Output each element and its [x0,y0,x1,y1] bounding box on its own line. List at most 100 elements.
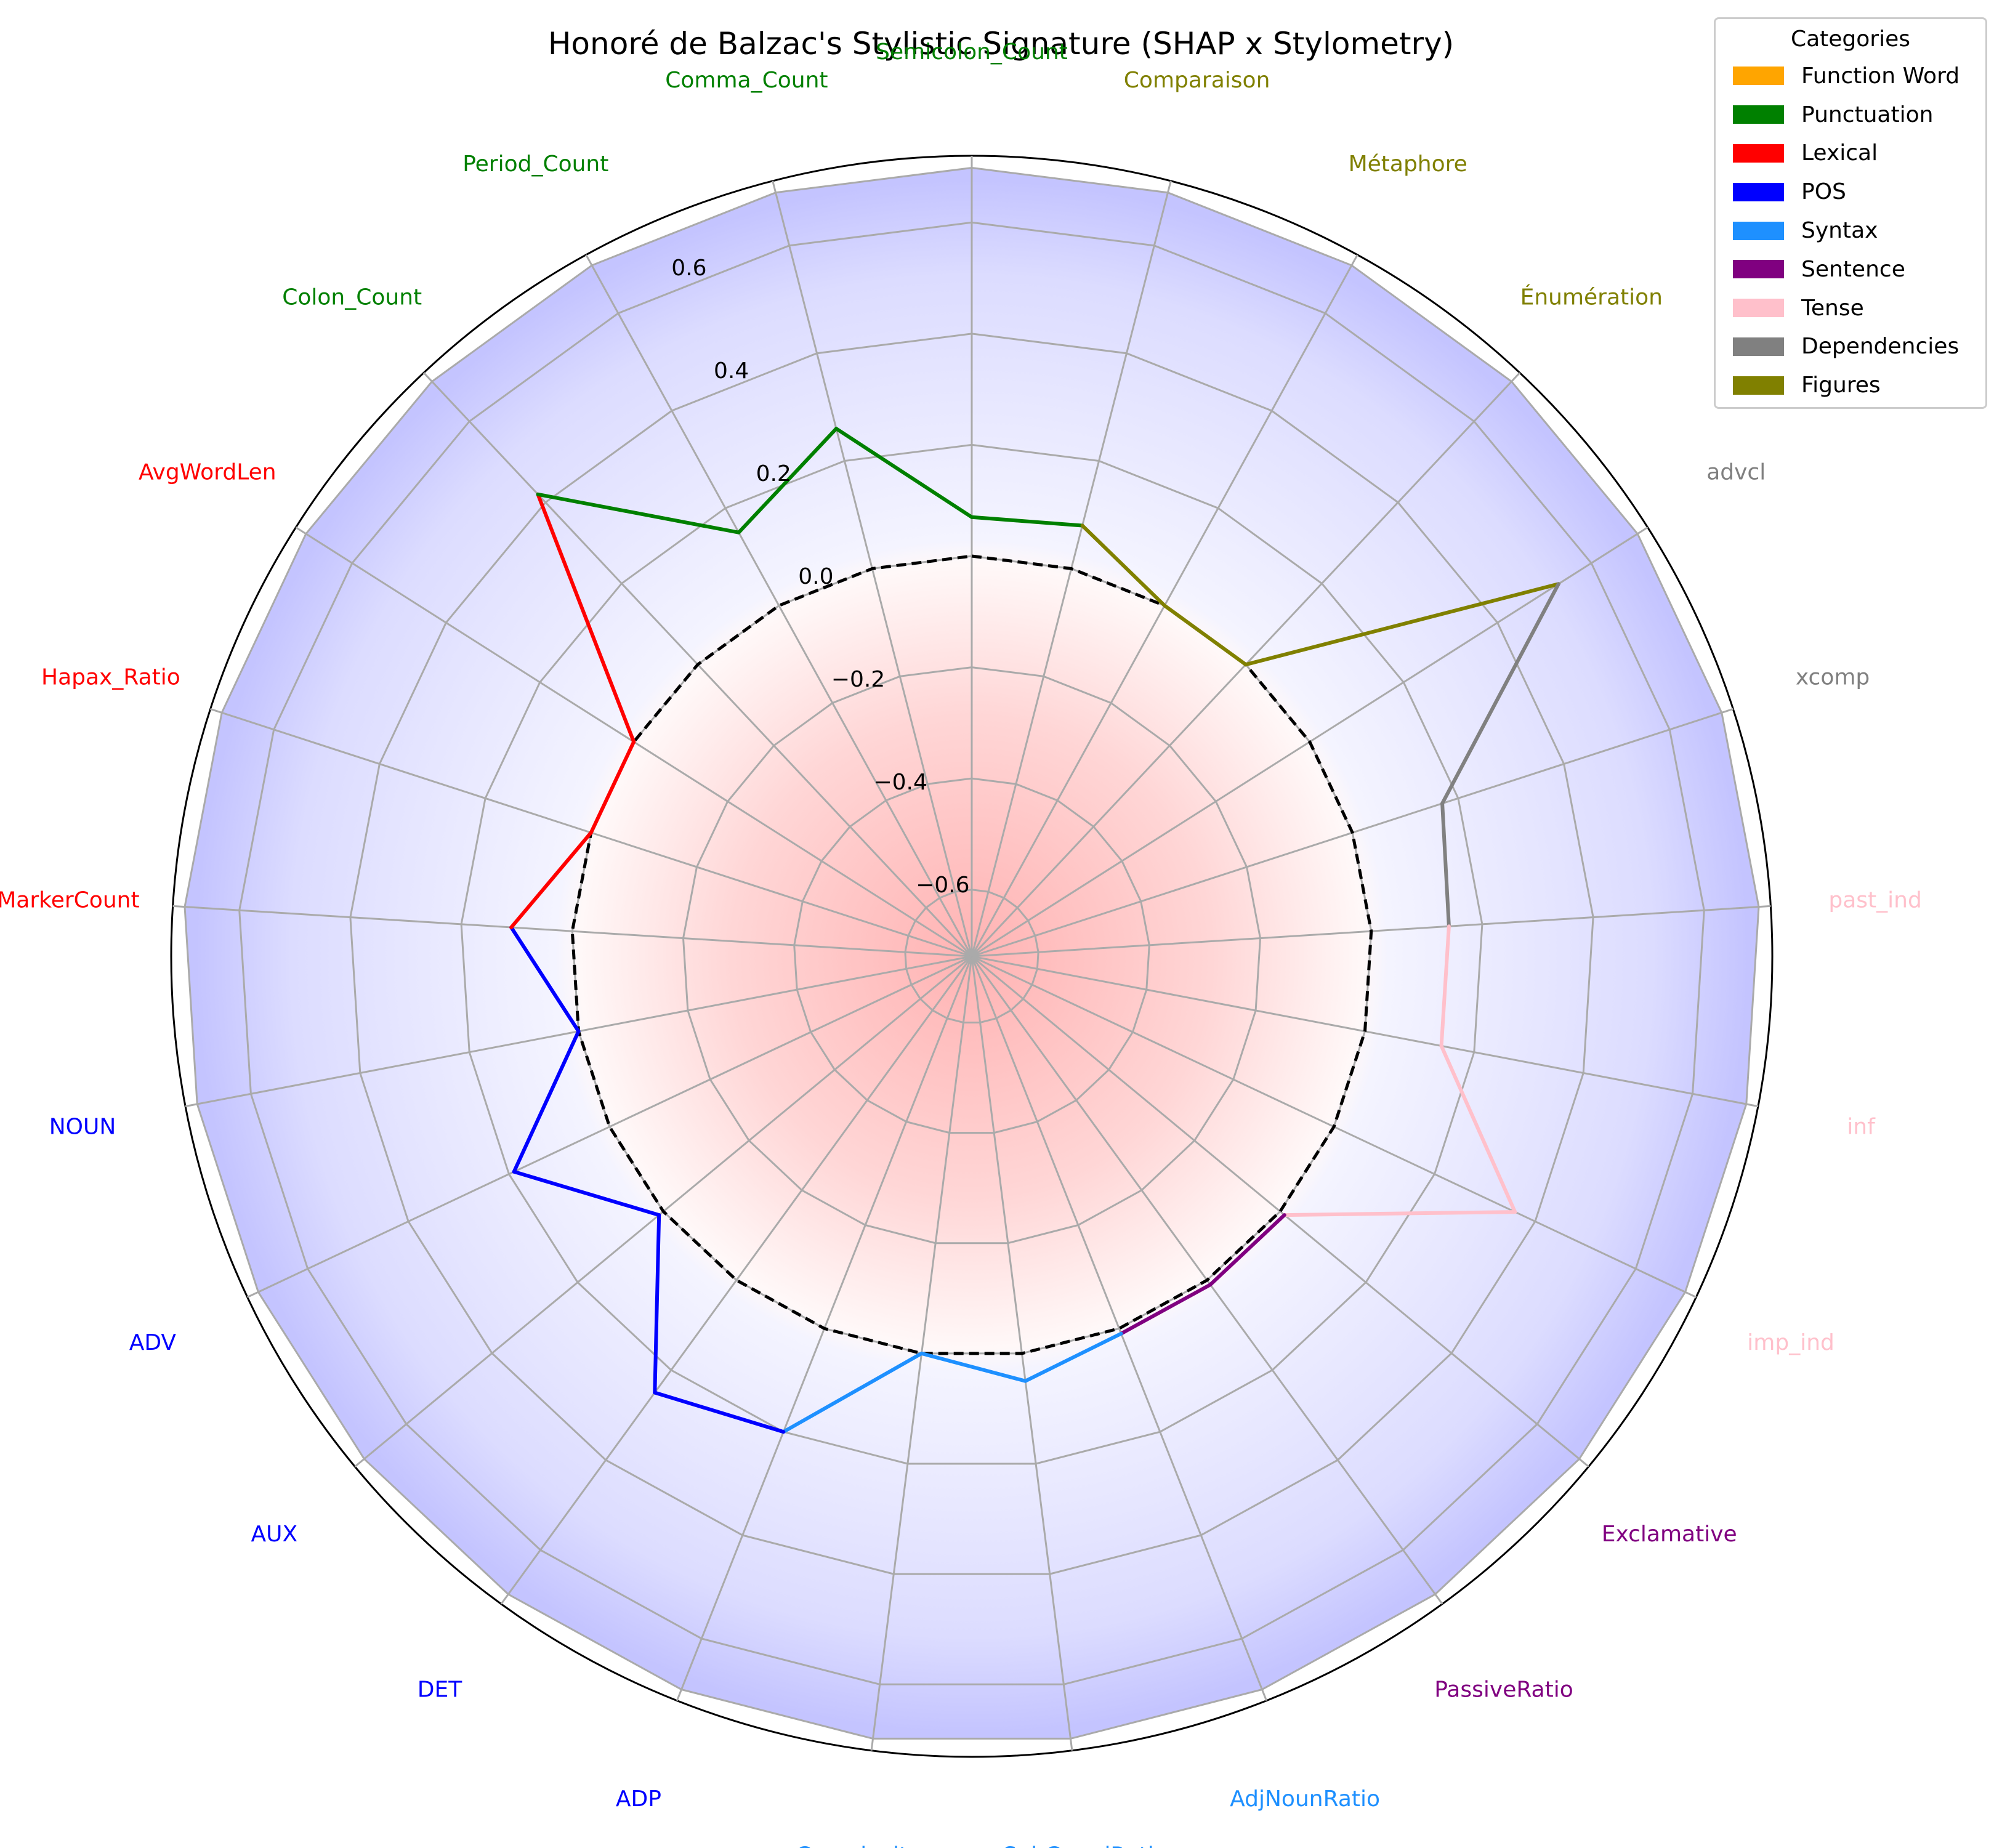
series-segment-hapax-ratio [589,740,636,835]
axis-label-period-count: Period_Count [462,151,608,177]
legend-label: Tense [1801,295,1864,321]
series-segment-xcomp [1440,801,1451,929]
series-segment-markercount [509,831,593,929]
spoke [971,955,1589,1467]
legend-swatch [1733,376,1784,395]
series-segment-passiveratio [1119,1283,1213,1336]
legend-swatch [1733,337,1784,356]
legend-swatch [1733,143,1784,163]
spoke [172,905,972,958]
legend-label: Punctuation [1801,102,1934,127]
legend-label: Lexical [1801,140,1878,166]
radial-tick-label: −0.6 [916,873,969,898]
series-segment-adp [653,1390,786,1434]
legend-item: Figures [1716,366,1985,405]
axis-label-semicolon-count: Semicolon_Count [876,39,1068,65]
axis-label-exclamative: Exclamative [1602,1522,1737,1547]
axis-label-adv: ADV [129,1330,177,1355]
series-segment-m-taphore [1163,603,1248,667]
axis-label--num-ration: Énumération [1520,284,1663,310]
legend-item: Function Word [1716,57,1985,95]
grid-ring [349,333,1594,1575]
legend-label: Dependencies [1801,334,1960,360]
axis-label-advcl: advcl [1706,459,1766,485]
series-segment-imp-ind [1282,1210,1517,1217]
legend-swatch [1733,221,1784,240]
axis-label-past-ind: past_ind [1828,888,1921,913]
legend-items: Function Word Punctuation Lexical POS Syntax… [1716,57,1985,405]
axis-label-inf: inf [1847,1115,1876,1140]
grid-ring-outer [184,166,1760,1740]
legend-item: POS [1716,172,1985,211]
series-segment-complexity [781,1351,924,1434]
spoke [247,955,972,1298]
radial-tick-label: 0.0 [798,564,833,589]
legend-swatch [1733,299,1784,318]
radial-tick-label: 0.6 [671,256,706,281]
series-segment-exclamative [1208,1213,1286,1287]
legend-swatch [1733,67,1784,86]
legend-label: Function Word [1801,63,1960,89]
axis-label-colon-count: Colon_Count [282,284,422,310]
axis-label-noun: NOUN [49,1115,116,1140]
label-layer: −0.6 −0.4 −0.2 0.0 0.2 0.4 0.6 Semicolon_Count C… [0,39,1922,1848]
axis-label-comma-count: Comma_Count [665,68,828,93]
legend-label: Figures [1801,373,1881,398]
legend-label: Syntax [1801,218,1878,244]
legend-item: Dependencies [1716,328,1985,366]
spoke [971,956,1267,1701]
radial-tick-label: 0.4 [714,358,749,384]
legend-swatch [1733,182,1784,201]
series-segment-colon-count [536,492,741,535]
axis-label-markercount: MarkerCount [0,888,140,913]
series-layer [509,427,1560,1434]
axis-label-det: DET [418,1677,462,1702]
grid-ring [904,889,1039,1023]
axis-label-aux: AUX [251,1522,297,1547]
series-segment-semicolon-count [970,515,1084,528]
legend-title: Categories [1790,26,1911,52]
axis-label-adjnounratio: AdjNounRatio [1230,1786,1380,1812]
legend-item: Sentence [1716,250,1985,289]
radial-tick-label: −0.2 [831,667,885,692]
series-segment-noun [509,926,581,1033]
legend-item: Syntax [1716,211,1985,250]
series-segment-aux [512,1169,661,1217]
spoke [585,254,973,957]
series-segment-past-ind [1439,924,1451,1048]
legend-swatch [1733,105,1784,124]
axis-label-hapax-ratio: Hapax_Ratio [41,665,180,690]
axis-label-complexity: Complexity [796,1842,921,1848]
axis-label-passiveratio: PassiveRatio [1434,1677,1573,1702]
grid-ring [682,666,1262,1245]
axis-label-imp-ind: imp_ind [1747,1330,1834,1355]
axis-label-m-taphore: Métaphore [1349,151,1467,177]
legend-item: Punctuation [1716,95,1985,134]
series-segment-det [653,1213,661,1395]
grid-ring [460,443,1483,1465]
axis-label-adp: ADP [616,1786,661,1812]
radial-tick-label: 0.2 [756,461,791,486]
grid-ring [238,221,1705,1685]
series-segment-subcoordratio [919,1351,1028,1383]
series-segment--num-ration [1244,582,1560,667]
legend-label: POS [1801,179,1846,205]
series-segment-comparaison [1080,523,1167,608]
chart-title: Honoré de Balzac's Stylistic Signature (… [547,26,1455,62]
series-segment-comma-count [834,427,974,519]
axis-label-subcoordratio: SubCoordRatio [1003,1842,1168,1848]
grid-ring [793,777,1150,1134]
axis-label-avgwordlen: AvgWordLen [139,459,276,485]
legend: Categories Function Word Punctuation Lexic… [1714,17,1987,409]
legend-item: Tense [1716,289,1985,328]
axis-label-xcomp: xcomp [1796,665,1870,690]
radial-tick-label: −0.4 [873,770,927,795]
spoke [500,956,973,1605]
legend-swatch [1733,260,1784,279]
series-segment-inf [1439,1044,1517,1214]
series-segment-adv [512,1029,581,1174]
series-segment-advcl [1440,582,1560,805]
legend-item: Lexical [1716,134,1985,173]
series-segment-period-count [737,427,838,535]
